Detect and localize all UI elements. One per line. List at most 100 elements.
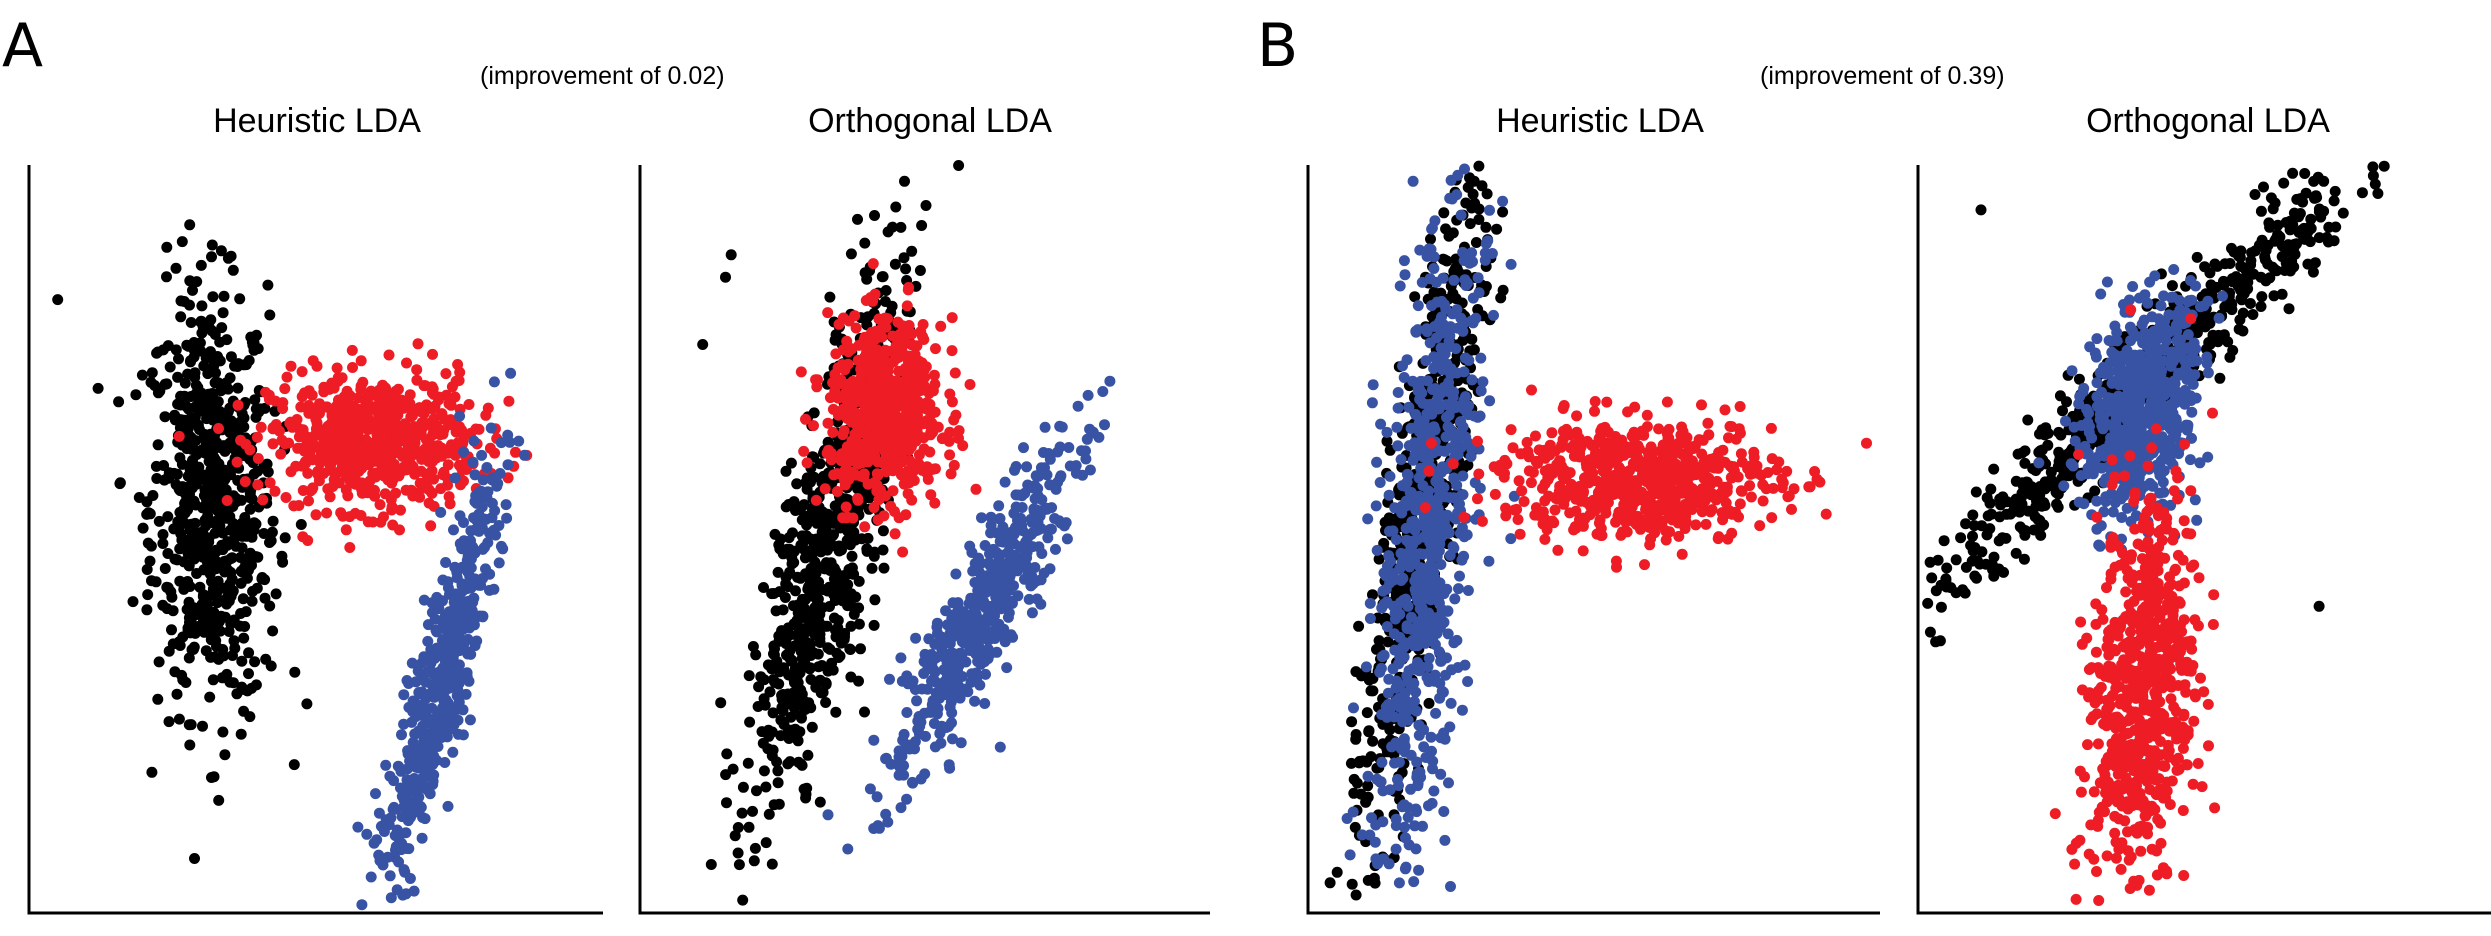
data-point — [302, 535, 314, 546]
data-point — [443, 491, 455, 503]
data-point — [188, 641, 200, 653]
data-point — [757, 737, 769, 749]
data-point — [800, 413, 811, 425]
data-point — [454, 410, 466, 422]
data-point — [306, 389, 318, 401]
data-point — [356, 899, 368, 911]
data-point — [195, 259, 207, 271]
data-point — [469, 640, 481, 652]
data-point — [829, 595, 841, 606]
data-point — [1473, 214, 1485, 225]
data-point — [1410, 504, 1422, 516]
data-point — [378, 511, 389, 523]
data-point — [398, 864, 410, 876]
data-point — [999, 590, 1011, 602]
outlier-point — [697, 339, 709, 350]
data-point — [1367, 735, 1379, 747]
data-point — [214, 336, 226, 348]
data-point — [1465, 256, 1477, 268]
data-point — [477, 573, 489, 584]
data-point — [773, 798, 785, 810]
data-point — [411, 364, 423, 376]
data-point — [200, 438, 212, 449]
data-point — [885, 449, 897, 461]
data-point — [173, 353, 184, 365]
data-point — [476, 449, 488, 461]
data-point — [934, 728, 946, 740]
data-point — [227, 517, 239, 529]
data-point — [218, 540, 230, 552]
data-point — [1414, 384, 1426, 395]
data-point — [853, 413, 864, 424]
data-point — [367, 516, 379, 528]
data-point — [733, 859, 745, 871]
data-point — [234, 552, 246, 563]
data-point — [1421, 250, 1433, 262]
data-point — [423, 754, 435, 765]
data-point — [410, 676, 422, 688]
data-point — [249, 394, 261, 406]
data-point — [884, 378, 896, 390]
data-point — [202, 368, 214, 380]
data-point — [1414, 393, 1426, 405]
data-point — [743, 821, 755, 833]
data-point — [1440, 303, 1452, 315]
data-point — [1099, 419, 1110, 431]
data-point — [1360, 661, 1372, 673]
data-point — [172, 371, 184, 383]
data-point — [850, 448, 862, 460]
data-point — [1430, 707, 1442, 719]
data-point — [295, 519, 307, 530]
data-point — [189, 526, 201, 538]
data-point — [262, 279, 274, 291]
data-point — [399, 421, 411, 433]
data-point — [780, 465, 792, 477]
data-point — [1371, 456, 1383, 468]
data-point — [244, 503, 256, 515]
data-point — [417, 812, 429, 823]
data-point — [373, 417, 385, 429]
data-point — [887, 221, 898, 233]
data-point — [170, 262, 182, 274]
data-point — [872, 394, 884, 406]
data-point — [239, 512, 251, 523]
data-point — [1505, 258, 1517, 270]
data-point — [373, 849, 385, 861]
data-point — [783, 532, 795, 544]
data-point — [150, 576, 162, 588]
data-point — [852, 483, 864, 495]
data-point — [184, 299, 195, 311]
data-point — [875, 436, 887, 448]
data-point — [153, 656, 165, 668]
data-point — [1365, 685, 1377, 697]
data-point — [788, 702, 800, 714]
data-point — [929, 378, 941, 390]
data-point — [1426, 521, 1438, 533]
data-point — [170, 479, 182, 491]
data-point — [970, 483, 982, 495]
data-point — [844, 644, 856, 655]
data-point — [889, 258, 901, 270]
data-point — [416, 686, 428, 698]
data-point — [1451, 634, 1463, 646]
data-point — [833, 652, 845, 663]
data-point — [1396, 801, 1408, 813]
data-point — [243, 668, 254, 680]
data-point — [1426, 797, 1438, 809]
data-point — [189, 517, 201, 529]
data-point — [465, 605, 477, 617]
data-point — [801, 637, 813, 648]
data-point — [1411, 806, 1423, 818]
data-point — [959, 683, 971, 695]
data-point — [479, 541, 490, 553]
data-point — [402, 443, 414, 455]
data-point — [493, 520, 505, 531]
data-point — [773, 630, 785, 642]
data-point — [1396, 642, 1408, 654]
data-point — [1050, 483, 1062, 495]
data-point — [1438, 806, 1450, 817]
data-point — [447, 746, 459, 758]
data-point — [798, 544, 810, 556]
data-point — [930, 343, 941, 355]
data-point — [114, 478, 126, 490]
